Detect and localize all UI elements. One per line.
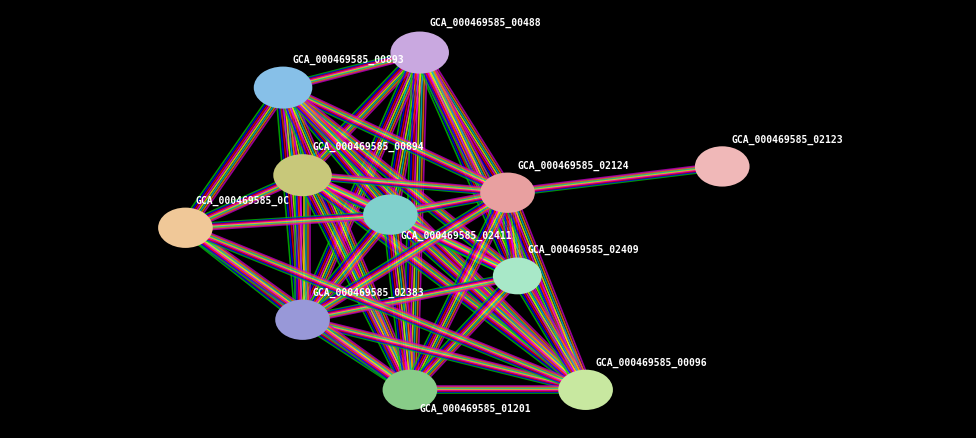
- Ellipse shape: [254, 67, 312, 109]
- Text: GCA_000469585_02409: GCA_000469585_02409: [527, 245, 638, 255]
- Text: GCA_000469585_02411: GCA_000469585_02411: [400, 231, 511, 241]
- Ellipse shape: [695, 146, 750, 187]
- Ellipse shape: [273, 154, 332, 196]
- Text: GCA_000469585_0C: GCA_000469585_0C: [195, 196, 289, 206]
- Ellipse shape: [390, 32, 449, 74]
- Ellipse shape: [275, 300, 330, 340]
- Text: GCA_000469585_00096: GCA_000469585_00096: [595, 358, 707, 368]
- Ellipse shape: [383, 370, 437, 410]
- Text: GCA_000469585_01201: GCA_000469585_01201: [420, 404, 531, 414]
- Ellipse shape: [493, 258, 542, 294]
- Text: GCA_000469585_02123: GCA_000469585_02123: [732, 134, 843, 145]
- Text: GCA_000469585_00893: GCA_000469585_00893: [293, 55, 404, 65]
- Text: GCA_000469585_00894: GCA_000469585_00894: [312, 142, 424, 152]
- Ellipse shape: [558, 370, 613, 410]
- Ellipse shape: [158, 208, 213, 248]
- Text: GCA_000469585_00488: GCA_000469585_00488: [429, 18, 541, 28]
- Text: GCA_000469585_02383: GCA_000469585_02383: [312, 288, 424, 298]
- Text: GCA_000469585_02124: GCA_000469585_02124: [517, 161, 629, 171]
- Ellipse shape: [363, 194, 418, 235]
- Ellipse shape: [480, 173, 535, 213]
